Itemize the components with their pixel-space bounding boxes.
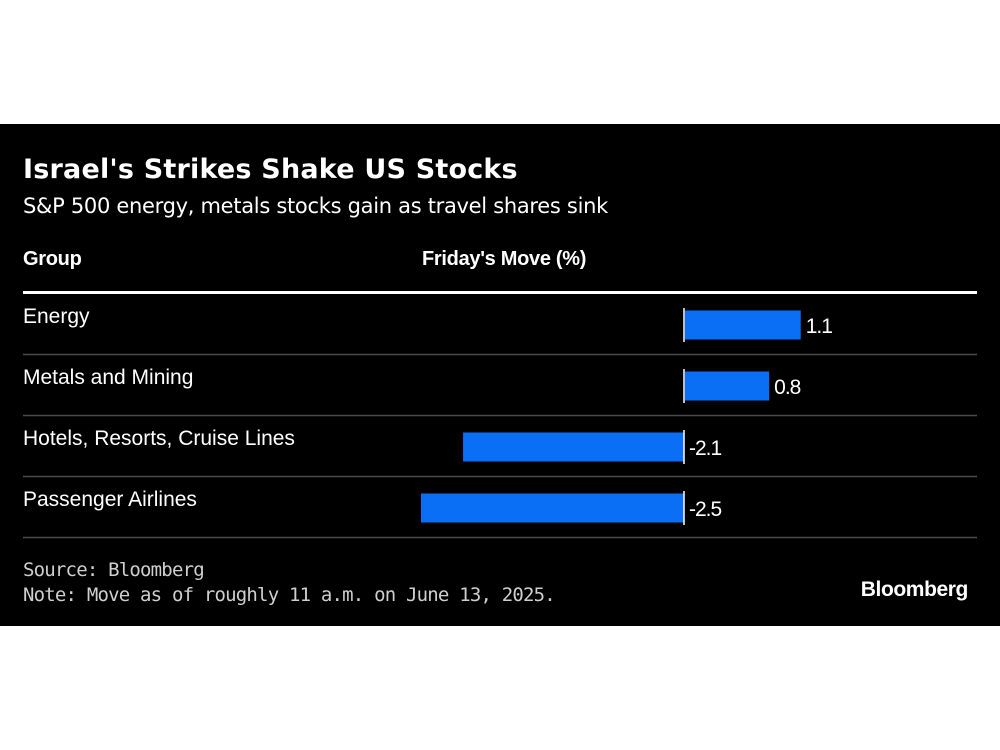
value-label: -2.1 bbox=[689, 437, 722, 460]
bar bbox=[421, 493, 684, 523]
row-label: Energy bbox=[23, 305, 90, 328]
bar bbox=[463, 432, 684, 462]
bar bbox=[685, 371, 770, 401]
value-label: 1.1 bbox=[806, 315, 833, 338]
chart-title: Israel's Strikes Shake US Stocks bbox=[23, 154, 518, 185]
row-label: Passenger Airlines bbox=[23, 488, 197, 511]
value-label: 0.8 bbox=[774, 376, 801, 399]
chart-subtitle: S&P 500 energy, metals stocks gain as tr… bbox=[23, 194, 608, 218]
bar-chart: Energy 1.1 Metals and Mining 0.8 Hotels, Res… bbox=[23, 305, 977, 539]
chart-panel: Israel's Strikes Shake US Stocks S&P 500… bbox=[0, 124, 1000, 626]
row-label: Metals and Mining bbox=[23, 366, 193, 389]
column-header-move: Friday's Move (%) bbox=[422, 248, 587, 270]
value-label: -2.5 bbox=[689, 498, 722, 521]
source-note: Source: Bloomberg bbox=[23, 559, 205, 581]
row-label: Hotels, Resorts, Cruise Lines bbox=[23, 427, 295, 450]
footnote: Note: Move as of roughly 11 a.m. on June… bbox=[23, 584, 556, 606]
header-rule bbox=[23, 291, 977, 294]
bloomberg-logo: Bloomberg bbox=[860, 578, 969, 601]
bar bbox=[685, 310, 801, 340]
column-header-group: Group bbox=[23, 248, 82, 270]
